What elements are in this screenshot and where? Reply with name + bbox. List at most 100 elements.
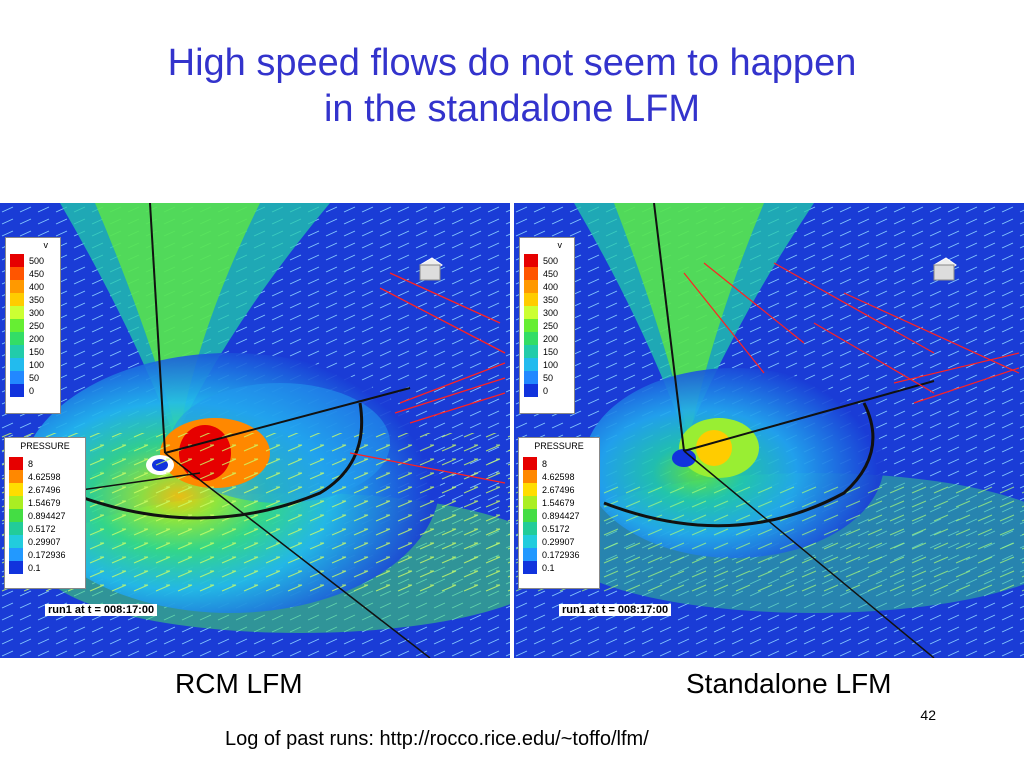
legend-label: 450 [543,268,559,279]
legend-entry: 450 [520,267,574,280]
legend-label: 1.54679 [542,497,575,508]
legend-entry: 0.29907 [5,535,85,548]
legend-label: 250 [543,320,559,331]
legend-entry: 4.62598 [5,470,85,483]
legend-label: 300 [29,307,45,318]
legend-swatch [9,548,23,561]
legend-swatch [9,509,23,522]
legend-swatch [10,293,24,306]
legend-entry: 4.62598 [519,470,599,483]
legend-label: 1.54679 [28,497,61,508]
legend-swatch [524,293,538,306]
legend-entry: 8 [5,457,85,470]
legend-entry: 350 [520,293,574,306]
legend-entry: 50 [6,371,60,384]
legend-entry: 100 [520,358,574,371]
legend-entry: 2.67496 [5,483,85,496]
legend-entry: 0.1 [519,561,599,574]
legend-entry: 0.5172 [5,522,85,535]
simulation-panel-standalone-lfm: v 500 450 400 350 300 250 200 150 100 50 0 PRESSUR… [514,203,1024,658]
slide-title-line-2: in the standalone LFM [323,88,700,130]
legend-label: 150 [29,346,45,357]
legend-swatch [524,358,538,371]
legend-swatch [10,267,24,280]
legend-swatch [523,548,537,561]
legend-entry: 2.67496 [519,483,599,496]
legend-entry: 200 [6,332,60,345]
slide-title: High speed flows do not seem to happen i… [0,40,1024,132]
legend-entry: 400 [520,280,574,293]
legend-swatch [524,371,538,384]
legend-label: 0.894427 [542,510,580,521]
legend-entry: 200 [520,332,574,345]
velocity-legend-title: v [557,240,563,250]
velocity-legend-entries: 500 450 400 350 300 250 200 150 100 50 0 [6,254,60,397]
legend-swatch [10,371,24,384]
legend-swatch [10,306,24,319]
legend-entry: 1.54679 [519,496,599,509]
legend-entry: 0.894427 [5,509,85,522]
legend-entry: 8 [519,457,599,470]
legend-swatch [524,254,538,267]
slide-title-line-1: High speed flows do not seem to happen [167,42,857,84]
footer-note: Log of past runs: http://rocco.rice.edu/… [225,728,649,750]
legend-swatch [10,280,24,293]
page-number: 42 [920,707,936,723]
legend-label: 4.62598 [28,471,61,482]
legend-entry: 300 [6,306,60,319]
pressure-legend-entries: 8 4.62598 2.67496 1.54679 0.894427 0.5172 0.29… [519,457,599,574]
legend-label: 4.62598 [542,471,575,482]
legend-entry: 250 [6,319,60,332]
legend-entry: 500 [520,254,574,267]
rcm-lfm-visualization [0,203,510,658]
pressure-legend-title: PRESSURE [534,441,584,451]
legend-entry: 50 [520,371,574,384]
legend-label: 0.29907 [28,536,61,547]
legend-label: 100 [29,359,45,370]
legend-label: 0.5172 [542,523,570,534]
legend-entry: 450 [6,267,60,280]
legend-swatch [9,535,23,548]
legend-label: 0.172936 [542,549,580,560]
legend-swatch [524,345,538,358]
legend-entry: 0 [520,384,574,397]
legend-label: 0.5172 [28,523,56,534]
legend-swatch [523,509,537,522]
legend-entry: 0 [6,384,60,397]
legend-label: 300 [543,307,559,318]
velocity-legend: v 500 450 400 350 300 250 200 150 100 50 0 [5,237,61,414]
legend-entry: 100 [6,358,60,371]
legend-swatch [523,470,537,483]
legend-label: 0 [543,385,549,396]
legend-entry: 0.5172 [519,522,599,535]
legend-entry: 150 [6,345,60,358]
legend-swatch [9,457,23,470]
legend-swatch [523,496,537,509]
pressure-legend: PRESSURE 8 4.62598 2.67496 1.54679 0.894427 0… [4,437,86,589]
legend-swatch [10,254,24,267]
legend-label: 0 [29,385,35,396]
legend-swatch [524,267,538,280]
pressure-legend: PRESSURE 8 4.62598 2.67496 1.54679 0.894427 0… [518,437,600,589]
legend-swatch [523,522,537,535]
legend-label: 50 [29,372,40,383]
simulation-timestamp: run1 at t = 008:17:00 [45,604,158,616]
legend-swatch [523,483,537,496]
legend-entry: 0.29907 [519,535,599,548]
legend-swatch [9,496,23,509]
legend-label: 250 [29,320,45,331]
legend-entry: 0.172936 [5,548,85,561]
caption-standalone-lfm: Standalone LFM [686,668,892,699]
legend-label: 0.1 [28,562,41,573]
legend-entry: 300 [520,306,574,319]
legend-swatch [524,332,538,345]
legend-swatch [9,522,23,535]
legend-swatch [10,319,24,332]
legend-label: 400 [29,281,45,292]
legend-swatch [524,319,538,332]
legend-label: 450 [29,268,45,279]
legend-swatch [523,457,537,470]
legend-entry: 0.1 [5,561,85,574]
legend-swatch [523,561,537,574]
legend-swatch [523,535,537,548]
